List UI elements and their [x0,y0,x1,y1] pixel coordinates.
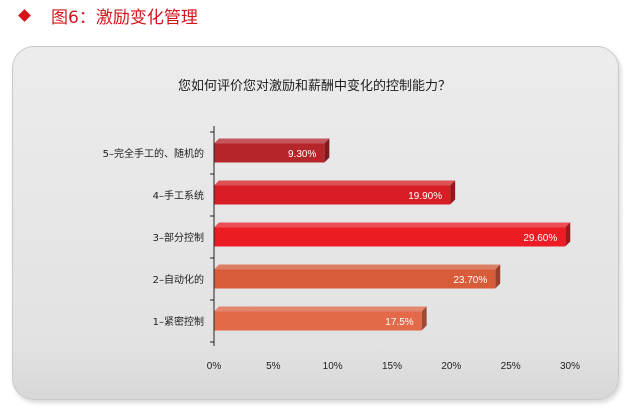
bar-side-face [495,264,501,289]
bar-top-face [214,306,427,312]
bar-side-face [450,180,456,205]
figure-header: 图6：激励变化管理 [10,3,198,28]
bar-side-face [565,222,571,247]
chart-title: 您如何评价您对激励和薪酬中变化的控制能力？ [177,79,451,94]
bar [214,185,451,205]
bar-value-label: 19.90% [408,191,442,202]
bar-value-label: 17.5% [385,317,413,328]
bar [214,269,496,289]
bar-top-face [214,222,571,228]
bar [214,311,422,331]
category-label: 5–完全手工的、随机的 [103,147,204,160]
bar-value-label: 9.30% [288,149,316,160]
bar-top-face [214,264,501,270]
bar-top-face [214,138,330,144]
category-label: 3–部分控制 [153,231,204,244]
x-tick-label: 15% [382,361,402,372]
x-tick-label: 10% [323,361,343,372]
bar-top-face [214,180,456,186]
figure-title: 图6：激励变化管理 [51,7,198,28]
bar-side-face [421,306,427,331]
x-tick-label: 0% [207,361,222,372]
bar [214,227,566,247]
bar-value-label: 23.70% [453,275,487,286]
category-label: 1–紧密控制 [153,315,204,328]
x-tick-label: 5% [266,361,281,372]
bar-side-face [324,138,330,163]
category-label: 4–手工系统 [153,189,204,202]
category-label: 2–自动化的 [153,273,204,286]
bar-value-label: 29.60% [523,233,557,244]
x-tick-label: 20% [441,361,461,372]
bar [214,143,325,163]
x-tick-label: 25% [501,361,521,372]
x-tick-label: 30% [560,361,580,372]
